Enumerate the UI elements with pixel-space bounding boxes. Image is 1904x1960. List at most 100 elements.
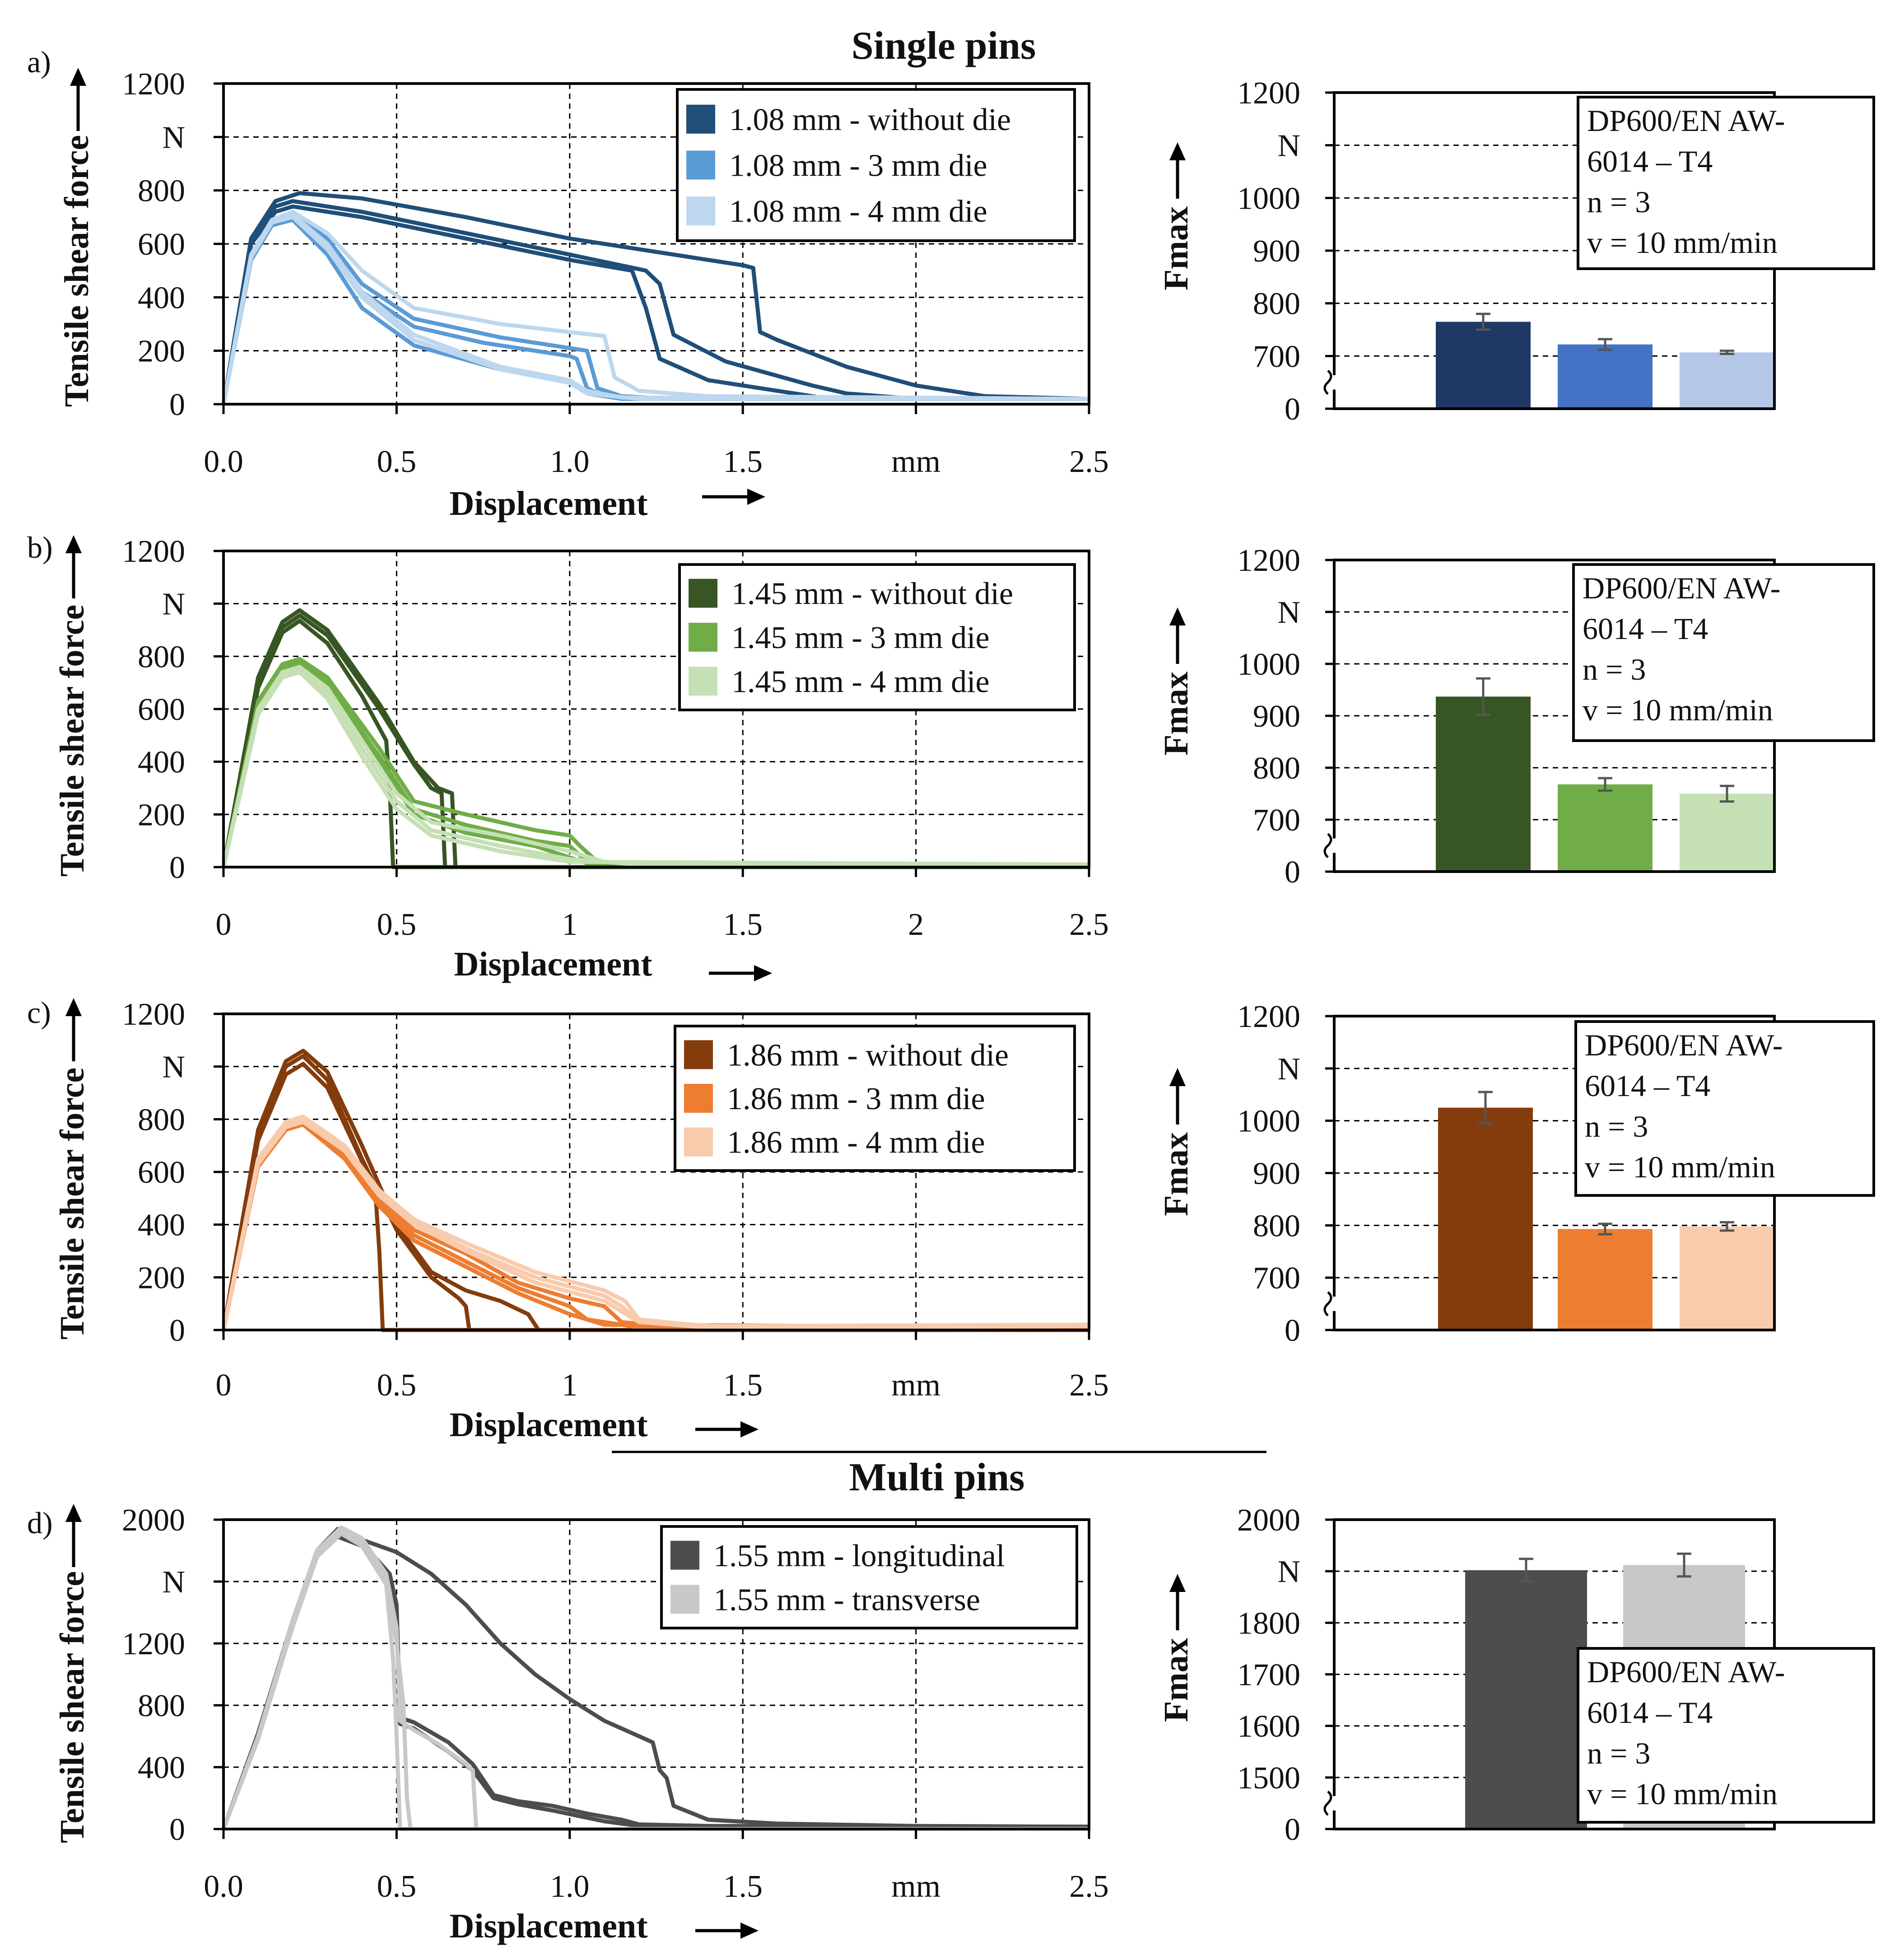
legend-label: 1.55 mm - longitudinal: [713, 1539, 1005, 1573]
info-line: v = 10 mm/min: [1587, 225, 1778, 260]
series-line: [221, 1120, 1089, 1330]
tick-label-x: 2.5: [1069, 1368, 1109, 1403]
bar-tick-label: 1000: [1237, 1104, 1300, 1139]
y-axis-arrowhead: [70, 68, 86, 86]
tick-label-y: 800: [138, 1102, 185, 1137]
tick-label-x: 0.5: [377, 907, 417, 942]
legend-swatch: [686, 104, 715, 134]
series-line: [221, 212, 1089, 405]
tick-label-x: 1.0: [550, 1869, 590, 1904]
bar: [1436, 322, 1531, 409]
legend-swatch: [689, 579, 717, 608]
x-axis-label: Displacement: [449, 1406, 647, 1444]
legend-label: 1.45 mm - 4 mm die: [731, 664, 990, 699]
y-axis-arrowhead: [65, 535, 82, 553]
bar: [1558, 1229, 1653, 1330]
bar-tick-label: 2000: [1237, 1503, 1300, 1538]
bar-y-axis-label: Fmax: [1157, 672, 1195, 756]
series-line: [221, 215, 1089, 405]
x-axis-label: Displacement: [449, 485, 647, 523]
axis-break-icon: [1323, 1291, 1332, 1316]
bar-y-arrowhead: [1169, 1574, 1186, 1592]
legend-swatch: [686, 150, 715, 180]
tick-label-y: N: [162, 120, 185, 155]
tick-label-x: 0: [216, 907, 232, 942]
bar-y-axis-label: Fmax: [1157, 1638, 1195, 1722]
y-axis-arrowhead: [65, 1504, 82, 1522]
tick-label-y: 1200: [122, 1627, 185, 1661]
bar-chart-c: 0 700 800 900 1000 N 1200 Fmax DP600/EN AW- 6014 …: [1157, 999, 1875, 1348]
series-line: [221, 212, 1089, 405]
x-axis-label: Displacement: [449, 1907, 647, 1945]
tick-label-y: 800: [138, 1689, 185, 1723]
series-line: [221, 670, 1089, 868]
info-box: [1574, 1020, 1875, 1197]
plot-frame: [222, 1518, 1090, 1830]
panel-label: d): [27, 1506, 53, 1540]
bar-tick-label: N: [1277, 1052, 1300, 1087]
bar-tick-label: 0: [1285, 1313, 1300, 1348]
bar: [1680, 1226, 1774, 1330]
y-axis-label: Tensile shear force: [53, 605, 91, 877]
bar-chart-b: 0 700 800 900 1000 N 1200 Fmax DP600/EN AW- 6014 …: [1157, 543, 1875, 890]
info-box: [1577, 1647, 1875, 1824]
legend-label: 1.08 mm - without die: [729, 103, 1011, 137]
info-line: 6014 – T4: [1585, 1069, 1710, 1103]
tick-label-x: mm: [891, 1869, 940, 1904]
legend-label: 1.08 mm - 3 mm die: [729, 149, 987, 183]
panel-label: c): [27, 995, 51, 1030]
bar-tick-label: 0: [1285, 855, 1300, 890]
tick-label-x: 1.5: [723, 1869, 763, 1904]
series-line: [221, 619, 1089, 869]
series-line: [221, 204, 1089, 405]
tick-label-y: 800: [138, 639, 185, 674]
multi-pins-heading: Multi pins: [849, 1456, 1025, 1499]
x-axis-arrowhead: [740, 1421, 759, 1437]
bar-tick-label: 800: [1253, 287, 1300, 322]
bar: [1558, 344, 1653, 409]
tick-label-y: N: [162, 587, 185, 622]
legend-label: 1.55 mm - transverse: [713, 1582, 980, 1617]
bar-tick-label: 1000: [1237, 647, 1300, 682]
bar: [1680, 793, 1774, 872]
tick-label-y: 600: [138, 227, 185, 262]
x-axis-arrowhead: [747, 489, 765, 505]
tick-label-y: 600: [138, 1155, 185, 1190]
legend-box: [660, 1525, 1078, 1629]
series-line: [221, 199, 1089, 405]
y-axis-arrowhead: [65, 998, 82, 1016]
y-axis-label: Tensile shear force: [58, 135, 96, 407]
bar-tick-label: 900: [1253, 699, 1300, 734]
bar-tick-label: N: [1277, 129, 1300, 163]
tick-label-y: 0: [169, 387, 185, 422]
bar: [1680, 352, 1774, 409]
tick-label-x: 1: [562, 1368, 577, 1403]
legend-label: 1.86 mm - 4 mm die: [727, 1125, 985, 1160]
bar-tick-label: 700: [1253, 803, 1300, 838]
panel-b: b) 0 200 400 600 800 N 1200 0 0.5 1 1.5 2 2.5 Displace…: [27, 530, 1875, 983]
info-line: DP600/EN AW-: [1583, 571, 1780, 605]
bar-y-arrowhead: [1169, 1068, 1186, 1086]
tick-label-y: 800: [138, 174, 185, 209]
series-line: [221, 608, 1089, 869]
series-line: [221, 1062, 1089, 1332]
bar-tick-label: 1200: [1237, 999, 1300, 1034]
legend-label: 1.86 mm - without die: [727, 1038, 1009, 1073]
tick-label-y: 0: [169, 1313, 185, 1348]
info-line: 6014 – T4: [1587, 144, 1713, 178]
tick-label-x: 1.0: [550, 444, 590, 479]
axis-break-icon: [1323, 369, 1332, 395]
panel-d: d) 0 400 800 1200 N 2000 0.0 0.5 1.0 1.5 mm 2.5 Displ…: [27, 1503, 1875, 1945]
info-line: n = 3: [1587, 1736, 1650, 1770]
info-line: DP600/EN AW-: [1587, 1655, 1785, 1689]
y-axis-label: Tensile shear force: [53, 1068, 91, 1339]
tick-label-x: mm: [891, 1368, 940, 1403]
legend-swatch: [689, 667, 717, 696]
axis-break-icon: [1323, 1791, 1332, 1816]
legend-swatch: [684, 1084, 713, 1113]
legend-label: 1.08 mm - 4 mm die: [729, 194, 987, 229]
bar-tick-label: 700: [1253, 339, 1300, 374]
legend-label: 1.45 mm - 3 mm die: [731, 621, 990, 655]
tick-label-y: N: [162, 1565, 185, 1600]
legend-swatch: [689, 623, 717, 652]
